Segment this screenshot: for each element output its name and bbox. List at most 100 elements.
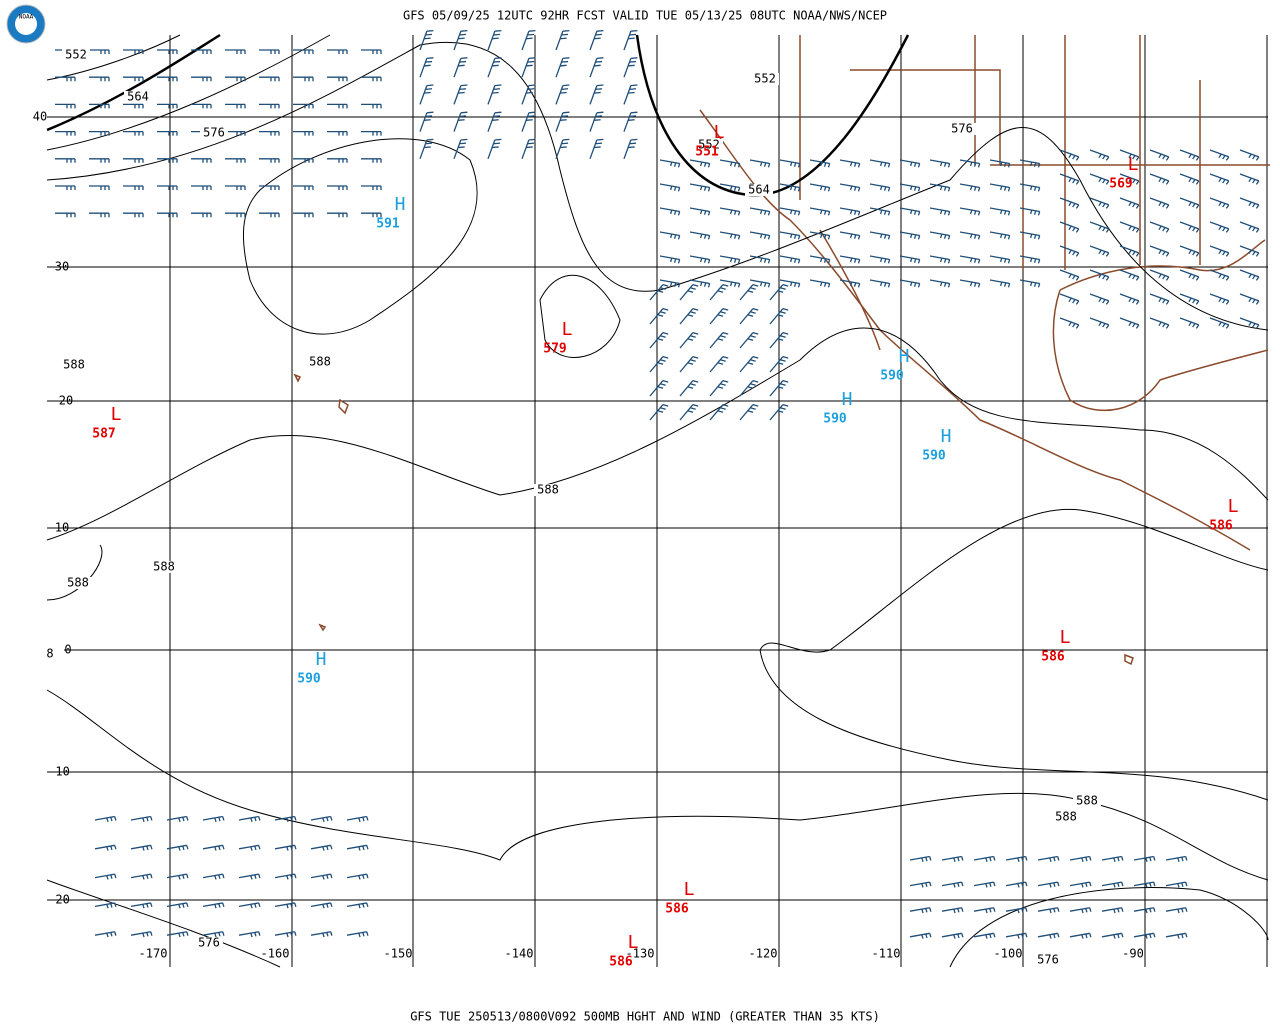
wind-barb (123, 49, 144, 54)
wind-barb (769, 356, 789, 373)
wind-barb (419, 29, 434, 51)
contour-label: 552 (754, 72, 776, 86)
wind-barb (55, 158, 76, 163)
longitude-label: -150 (384, 947, 413, 961)
contour-label-bg (64, 577, 92, 589)
contour-label: 588 (153, 560, 175, 574)
wind-barb (989, 279, 1011, 288)
wind-barb (361, 185, 382, 190)
contour-line (46, 327, 1269, 541)
latitude-label: -10 (48, 765, 70, 779)
wind-barb (259, 185, 280, 190)
wind-barb (749, 255, 771, 264)
contour-label-bg (948, 123, 976, 135)
wind-barb (1005, 855, 1028, 863)
wind-barb (238, 931, 261, 938)
wind-barb (623, 29, 638, 51)
contour-label: 8 (46, 647, 53, 661)
wind-barb (293, 212, 314, 218)
wind-barb (55, 212, 76, 218)
wind-barb (1149, 293, 1170, 305)
wind-barb (55, 185, 76, 190)
wind-barb (1149, 245, 1170, 257)
wind-barb (259, 103, 280, 109)
pressure-center-letter: L (1128, 154, 1139, 175)
wind-barb (1089, 245, 1110, 257)
wind-barb (157, 212, 178, 218)
contour-label: 588 (63, 358, 85, 372)
wind-barb (659, 255, 681, 264)
wind-barb (94, 931, 117, 938)
wind-barb (293, 158, 314, 163)
longitude-label: -120 (749, 947, 778, 961)
header-title: GFS 05/09/25 12UTC 92HR FCST VALID TUE 0… (403, 9, 887, 23)
wind-barb (293, 185, 314, 190)
pressure-center-value: 590 (922, 449, 946, 464)
wind-barb (1019, 207, 1041, 216)
pressure-center-value: 551 (695, 145, 719, 160)
wind-barb (259, 158, 280, 163)
wind-barb (238, 873, 261, 880)
pressure-center-value: 579 (543, 342, 566, 357)
pressure-center-letter: H (941, 426, 952, 447)
wind-barb (89, 185, 110, 190)
wind-barb (453, 29, 468, 51)
wind-barb (899, 231, 921, 240)
wind-barb (1059, 293, 1080, 305)
wind-barb (909, 881, 932, 888)
wind-barb (719, 183, 741, 192)
wind-barb (929, 255, 951, 264)
wind-barb (941, 932, 964, 939)
coastlines (293, 35, 1270, 666)
wind-barb (130, 902, 153, 909)
wind-barb (689, 159, 711, 168)
wind-barb (679, 380, 699, 397)
wind-barb (1133, 855, 1156, 863)
wind-barb (1149, 149, 1170, 161)
wind-barb (1119, 221, 1140, 233)
wind-barb (274, 815, 297, 823)
wind-barb (238, 844, 261, 851)
wind-barb (1165, 907, 1188, 914)
wind-barb (679, 404, 699, 421)
wind-barb (274, 873, 297, 880)
wind-barb (94, 844, 117, 851)
wind-barb (55, 76, 76, 82)
wind-barb (327, 103, 348, 109)
wind-barb (1005, 881, 1028, 888)
wind-barb (959, 255, 981, 264)
pressure-center-letter: L (111, 404, 122, 425)
wind-barb (346, 902, 369, 909)
wind-barb (361, 76, 382, 82)
contour-label-bg (200, 127, 228, 139)
wind-barb (689, 255, 711, 264)
wind-barb (1209, 293, 1230, 305)
wind-barb (1037, 855, 1060, 863)
wind-barb (689, 231, 711, 240)
coastline (1059, 239, 1266, 291)
wind-barb (649, 332, 669, 349)
wind-barb (929, 231, 951, 240)
islands (293, 373, 1134, 666)
wind-barb (959, 231, 981, 240)
wind-barb (487, 111, 502, 132)
wind-barb (555, 84, 570, 105)
wind-barb (274, 844, 297, 851)
wind-barb (191, 49, 212, 54)
wind-barb (123, 185, 144, 190)
wind-barb (679, 332, 699, 349)
wind-barb (521, 29, 536, 51)
wind-barb (202, 844, 225, 851)
wind-barb (1119, 269, 1140, 281)
wind-barb (453, 57, 468, 78)
wind-barb (739, 380, 759, 397)
contour-line (635, 34, 910, 197)
wind-barb (1149, 173, 1170, 185)
wind-barb (1089, 221, 1110, 233)
wind-barb (191, 212, 212, 218)
wind-barb (555, 29, 570, 51)
wind-barb (1179, 173, 1200, 185)
wind-barb (689, 207, 711, 216)
wind-barb (1101, 881, 1124, 888)
